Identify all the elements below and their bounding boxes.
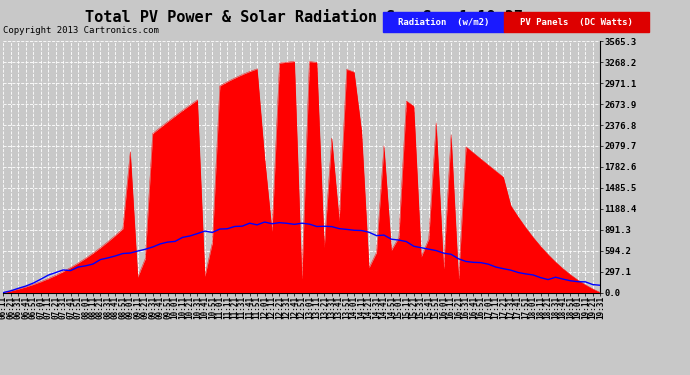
Text: Total PV Power & Solar Radiation Sun Sep 1 19:37: Total PV Power & Solar Radiation Sun Sep… [85,9,522,26]
Text: Radiation  (w/m2): Radiation (w/m2) [397,18,489,27]
Text: Copyright 2013 Cartronics.com: Copyright 2013 Cartronics.com [3,26,159,35]
Text: PV Panels  (DC Watts): PV Panels (DC Watts) [520,18,633,27]
